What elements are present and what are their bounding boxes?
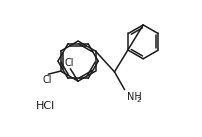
- Text: NH: NH: [126, 92, 141, 102]
- Text: Cl: Cl: [64, 58, 74, 68]
- Text: 2: 2: [136, 97, 140, 103]
- Text: Cl: Cl: [42, 75, 52, 85]
- Text: HCl: HCl: [35, 101, 54, 111]
